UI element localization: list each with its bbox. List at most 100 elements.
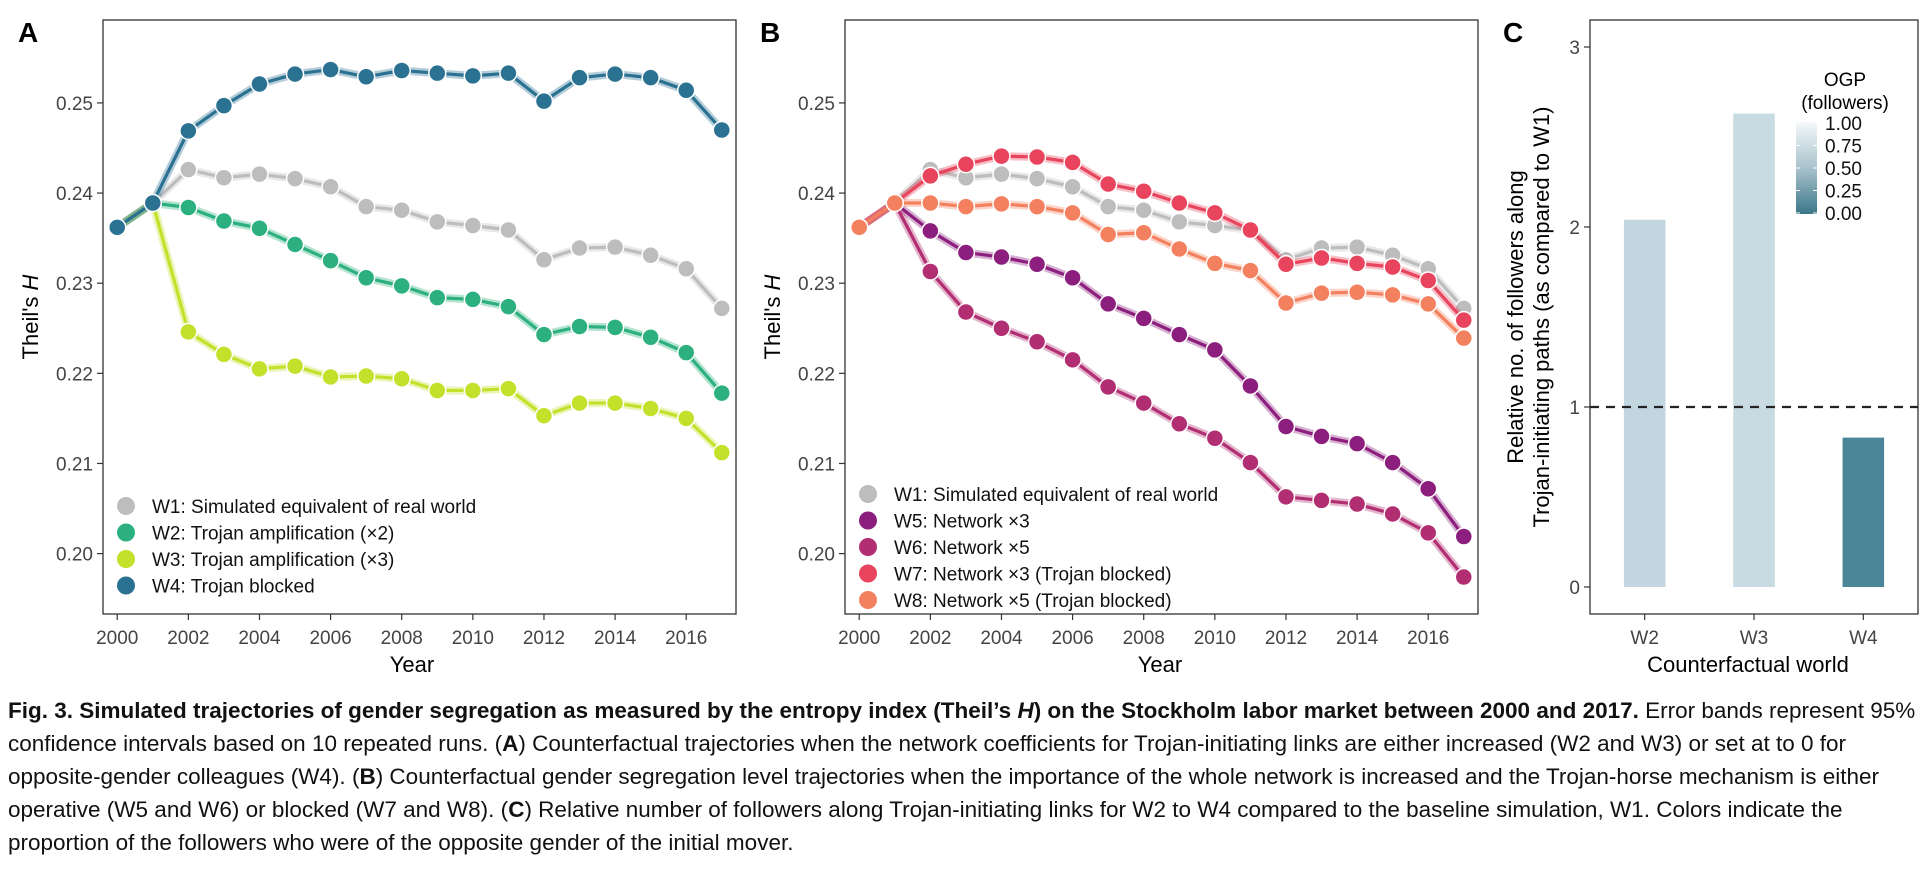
panel-a: A 0.200.210.220.230.240.25 2000 2002 2004 2…	[18, 17, 737, 677]
data-point	[641, 328, 660, 347]
data-point	[992, 194, 1011, 214]
data-point	[1027, 169, 1047, 188]
panel-b-y-label: Theil's H	[760, 274, 785, 359]
data-point	[1241, 261, 1260, 280]
panel-b-x-label: Year	[1138, 652, 1182, 677]
panel-a-series	[107, 60, 732, 462]
x-tick-label: 2002	[167, 628, 209, 649]
panel-a-x-label: Year	[390, 652, 434, 677]
data-point	[1063, 177, 1082, 197]
data-point	[1454, 567, 1474, 587]
colorbar-tick-label: 1.00	[1825, 114, 1862, 135]
data-point	[285, 64, 305, 84]
data-point	[676, 409, 696, 428]
data-point	[1383, 504, 1402, 524]
data-point	[321, 60, 340, 79]
x-tick-label: 2010	[452, 628, 494, 649]
legend-key	[859, 538, 877, 556]
data-point	[428, 212, 447, 232]
legend-key	[117, 550, 135, 568]
data-point	[1063, 203, 1082, 223]
data-point	[356, 366, 376, 386]
data-point	[1418, 479, 1438, 498]
y-tick-label: 1	[1569, 398, 1580, 419]
data-point	[1312, 248, 1331, 268]
data-point	[356, 197, 376, 216]
caption-text-4: ) Relative number of followers along Tro…	[8, 797, 1843, 855]
x-tick-label: 2000	[838, 628, 880, 649]
data-point	[1098, 225, 1118, 244]
data-point	[712, 443, 732, 462]
bar-w2	[1623, 219, 1666, 588]
data-point	[1418, 523, 1438, 543]
y-tick-label: 0.20	[798, 545, 835, 566]
data-point	[392, 200, 411, 220]
y-tick-label: 0.21	[56, 454, 93, 475]
caption-ref-a: A	[502, 731, 519, 756]
legend-label: W7: Network ×3 (Trojan blocked)	[894, 565, 1172, 586]
data-point	[428, 381, 447, 400]
data-point	[956, 154, 976, 174]
data-point	[285, 169, 305, 188]
data-point	[1063, 268, 1082, 288]
data-point	[570, 68, 589, 87]
data-point	[605, 318, 625, 337]
data-point	[1027, 255, 1047, 274]
x-tick-label: 2016	[1407, 628, 1449, 649]
y-tick-label: 3	[1569, 38, 1580, 59]
x-tick-label: 2002	[909, 628, 951, 649]
caption-text-3: ) Counterfactual gender segregation leve…	[8, 764, 1879, 822]
data-point	[1418, 271, 1438, 290]
data-point	[250, 218, 269, 238]
data-point	[534, 250, 554, 270]
data-point	[321, 177, 340, 197]
y-tick-label: 0.25	[798, 94, 835, 115]
data-point	[499, 220, 518, 240]
data-point	[1170, 212, 1189, 232]
y-tick-label: 0.22	[56, 364, 93, 385]
data-point	[214, 345, 234, 364]
data-point	[463, 381, 483, 400]
x-tick-label: W3	[1740, 628, 1769, 649]
data-point	[1205, 428, 1225, 448]
data-point	[392, 369, 411, 388]
data-point	[250, 74, 269, 94]
data-point	[605, 237, 625, 257]
data-point	[1347, 434, 1367, 453]
data-point	[1383, 285, 1402, 305]
panel-c-x-label: Counterfactual world	[1647, 652, 1849, 677]
data-point	[392, 61, 411, 80]
caption-lead: Fig. 3. Simulated trajectories of gender…	[8, 698, 1639, 723]
x-tick-label: W4	[1849, 628, 1878, 649]
legend-label: W3: Trojan amplification (×3)	[152, 550, 394, 571]
data-point	[356, 268, 376, 288]
data-point	[676, 343, 696, 362]
data-point	[463, 216, 483, 235]
colorbar-tick-label: 0.50	[1825, 159, 1862, 180]
data-point	[1347, 282, 1367, 302]
panel-b-legend: W1: Simulated equivalent of real world W5…	[859, 485, 1218, 612]
panel-c-letter: C	[1503, 17, 1523, 48]
y-tick-label: 0	[1569, 578, 1580, 599]
data-point	[1170, 325, 1189, 344]
data-point	[570, 317, 589, 336]
data-point	[250, 359, 269, 379]
bar-w3	[1733, 113, 1775, 587]
data-point	[921, 221, 940, 241]
data-point	[1347, 254, 1367, 273]
y-tick-label: 0.25	[56, 94, 93, 115]
data-point	[214, 211, 234, 231]
panel-c-y-label-line1: Relative no. of followers along	[1503, 170, 1528, 464]
series-w6	[849, 193, 1474, 587]
data-point	[1134, 182, 1153, 201]
data-point	[1241, 220, 1260, 240]
data-point	[356, 67, 376, 87]
data-point	[1312, 427, 1331, 446]
x-tick-label: 2004	[980, 628, 1023, 649]
colorbar-gradient	[1796, 122, 1817, 214]
legend-label: W1: Simulated equivalent of real world	[894, 485, 1218, 506]
panel-c-colorbar-legend: OGP (followers) 1.000.750.500.250.00	[1796, 70, 1889, 225]
data-point	[1454, 310, 1474, 330]
panel-a-legend: W1: Simulated equivalent of real world W2…	[117, 497, 476, 598]
data-point	[1241, 376, 1260, 396]
